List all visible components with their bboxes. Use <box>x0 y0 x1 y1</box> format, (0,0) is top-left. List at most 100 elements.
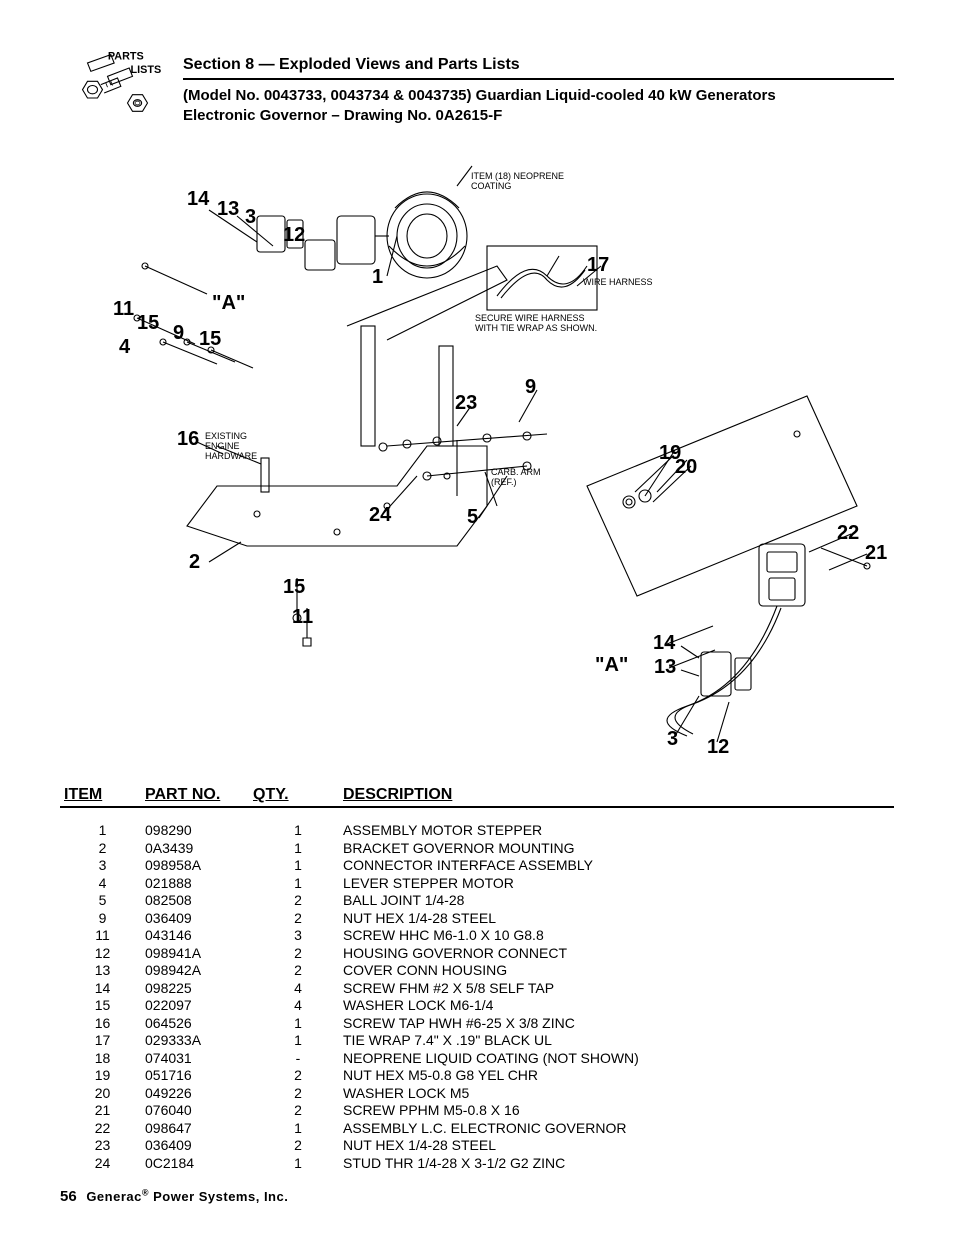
cell-item: 13 <box>60 962 145 980</box>
cell-qty: 1 <box>253 857 343 875</box>
cell-qty: 1 <box>253 840 343 858</box>
cell-qty: 2 <box>253 945 343 963</box>
cell-part: 098941A <box>145 945 253 963</box>
cell-qty: 2 <box>253 962 343 980</box>
callout-cAa: "A" <box>212 292 245 315</box>
callout-c12b: 12 <box>707 736 729 759</box>
cell-item: 11 <box>60 927 145 945</box>
cell-item: 15 <box>60 997 145 1015</box>
callout-c23: 23 <box>455 392 477 415</box>
cell-item: 9 <box>60 910 145 928</box>
cell-part: 051716 <box>145 1067 253 1085</box>
cell-part: 098290 <box>145 822 253 840</box>
callout-cAb: "A" <box>595 654 628 677</box>
cell-qty: 2 <box>253 910 343 928</box>
svg-text:LISTS: LISTS <box>130 64 161 76</box>
cell-qty: 3 <box>253 927 343 945</box>
table-row: 240C21841STUD THR 1/4-28 X 3-1/2 G2 ZINC <box>60 1155 894 1173</box>
table-row: 40218881LEVER STEPPER MOTOR <box>60 875 894 893</box>
table-row: 150220974WASHER LOCK M6-1/4 <box>60 997 894 1015</box>
cell-qty: 4 <box>253 980 343 998</box>
model-line-2: Electronic Governor – Drawing No. 0A2615… <box>183 106 894 126</box>
table-row: 190517162NUT HEX M5-0.8 G8 YEL CHR <box>60 1067 894 1085</box>
cell-desc: COVER CONN HOUSING <box>343 962 894 980</box>
cell-desc: ASSEMBLY MOTOR STEPPER <box>343 822 894 840</box>
cell-part: 029333A <box>145 1032 253 1050</box>
cell-desc: TIE WRAP 7.4" X .19" BLACK UL <box>343 1032 894 1050</box>
cell-desc: BRACKET GOVERNOR MOUNTING <box>343 840 894 858</box>
note-n4: EXISTINGENGINEHARDWARE <box>205 432 257 462</box>
table-row: 220986471ASSEMBLY L.C. ELECTRONIC GOVERN… <box>60 1120 894 1138</box>
callout-c17: 17 <box>587 254 609 277</box>
table-row: 17029333A1TIE WRAP 7.4" X .19" BLACK UL <box>60 1032 894 1050</box>
cell-qty: 1 <box>253 1015 343 1033</box>
cell-item: 22 <box>60 1120 145 1138</box>
page-footer: 56 Generac® Power Systems, Inc. <box>60 1188 288 1205</box>
callout-c15c: 15 <box>283 576 305 599</box>
cell-qty: 4 <box>253 997 343 1015</box>
callout-c14b: 14 <box>653 632 675 655</box>
cell-part: 098942A <box>145 962 253 980</box>
cell-qty: 2 <box>253 1102 343 1120</box>
cell-qty: 2 <box>253 1085 343 1103</box>
callout-c9a: 9 <box>173 322 184 345</box>
cell-part: 076040 <box>145 1102 253 1120</box>
exploded-diagram: 1233459911111212131314141515151617192021… <box>67 146 887 766</box>
cell-qty: 1 <box>253 822 343 840</box>
table-row: 13098942A2COVER CONN HOUSING <box>60 962 894 980</box>
cell-item: 19 <box>60 1067 145 1085</box>
cell-part: 036409 <box>145 1137 253 1155</box>
callout-c12a: 12 <box>283 224 305 247</box>
page-header: PARTS LISTS <box>60 48 894 128</box>
callout-c16: 16 <box>177 428 199 451</box>
header-item: ITEM <box>60 786 145 804</box>
parts-lists-icon: PARTS LISTS <box>60 48 165 128</box>
cell-part: 021888 <box>145 875 253 893</box>
callout-c22: 22 <box>837 522 859 545</box>
table-row: 210760402SCREW PPHM M5-0.8 X 16 <box>60 1102 894 1120</box>
cell-part: 064526 <box>145 1015 253 1033</box>
section-rule <box>183 78 894 80</box>
callout-c4: 4 <box>119 336 130 359</box>
note-n2: WIRE HARNESS <box>583 278 653 288</box>
cell-desc: LEVER STEPPER MOTOR <box>343 875 894 893</box>
cell-item: 5 <box>60 892 145 910</box>
callout-c14a: 14 <box>187 188 209 211</box>
cell-item: 17 <box>60 1032 145 1050</box>
cell-desc: CONNECTOR INTERFACE ASSEMBLY <box>343 857 894 875</box>
table-row: 3098958A1CONNECTOR INTERFACE ASSEMBLY <box>60 857 894 875</box>
callout-c13a: 13 <box>217 198 239 221</box>
cell-item: 2 <box>60 840 145 858</box>
callout-c5: 5 <box>467 506 478 529</box>
callout-c3a: 3 <box>245 206 256 229</box>
header-part: PART NO. <box>145 786 253 804</box>
cell-item: 12 <box>60 945 145 963</box>
table-row: 200492262WASHER LOCK M5 <box>60 1085 894 1103</box>
cell-item: 1 <box>60 822 145 840</box>
table-header: ITEM PART NO. QTY. DESCRIPTION <box>60 784 894 808</box>
callout-c15a: 15 <box>137 312 159 335</box>
callout-c15b: 15 <box>199 328 221 351</box>
cell-desc: STUD THR 1/4-28 X 3-1/2 G2 ZINC <box>343 1155 894 1173</box>
cell-desc: SCREW TAP HWH #6-25 X 3/8 ZINC <box>343 1015 894 1033</box>
cell-part: 082508 <box>145 892 253 910</box>
cell-part: 098958A <box>145 857 253 875</box>
cell-qty: 1 <box>253 875 343 893</box>
cell-item: 20 <box>60 1085 145 1103</box>
cell-desc: HOUSING GOVERNOR CONNECT <box>343 945 894 963</box>
table-row: 160645261SCREW TAP HWH #6-25 X 3/8 ZINC <box>60 1015 894 1033</box>
callout-c13b: 13 <box>654 656 676 679</box>
note-n5: CARB. ARM(REF.) <box>491 468 541 488</box>
cell-item: 3 <box>60 857 145 875</box>
cell-part: 074031 <box>145 1050 253 1068</box>
cell-item: 18 <box>60 1050 145 1068</box>
cell-part: 022097 <box>145 997 253 1015</box>
note-n1: ITEM (18) NEOPRENECOATING <box>471 172 564 192</box>
company-name: Generac® Power Systems, Inc. <box>86 1189 288 1204</box>
cell-desc: NEOPRENE LIQUID COATING (NOT SHOWN) <box>343 1050 894 1068</box>
table-row: 10982901ASSEMBLY MOTOR STEPPER <box>60 822 894 840</box>
callout-c9b: 9 <box>525 376 536 399</box>
section-title: Section 8 — Exploded Views and Parts Lis… <box>183 56 894 74</box>
cell-desc: WASHER LOCK M6-1/4 <box>343 997 894 1015</box>
table-row: 18074031-NEOPRENE LIQUID COATING (NOT SH… <box>60 1050 894 1068</box>
